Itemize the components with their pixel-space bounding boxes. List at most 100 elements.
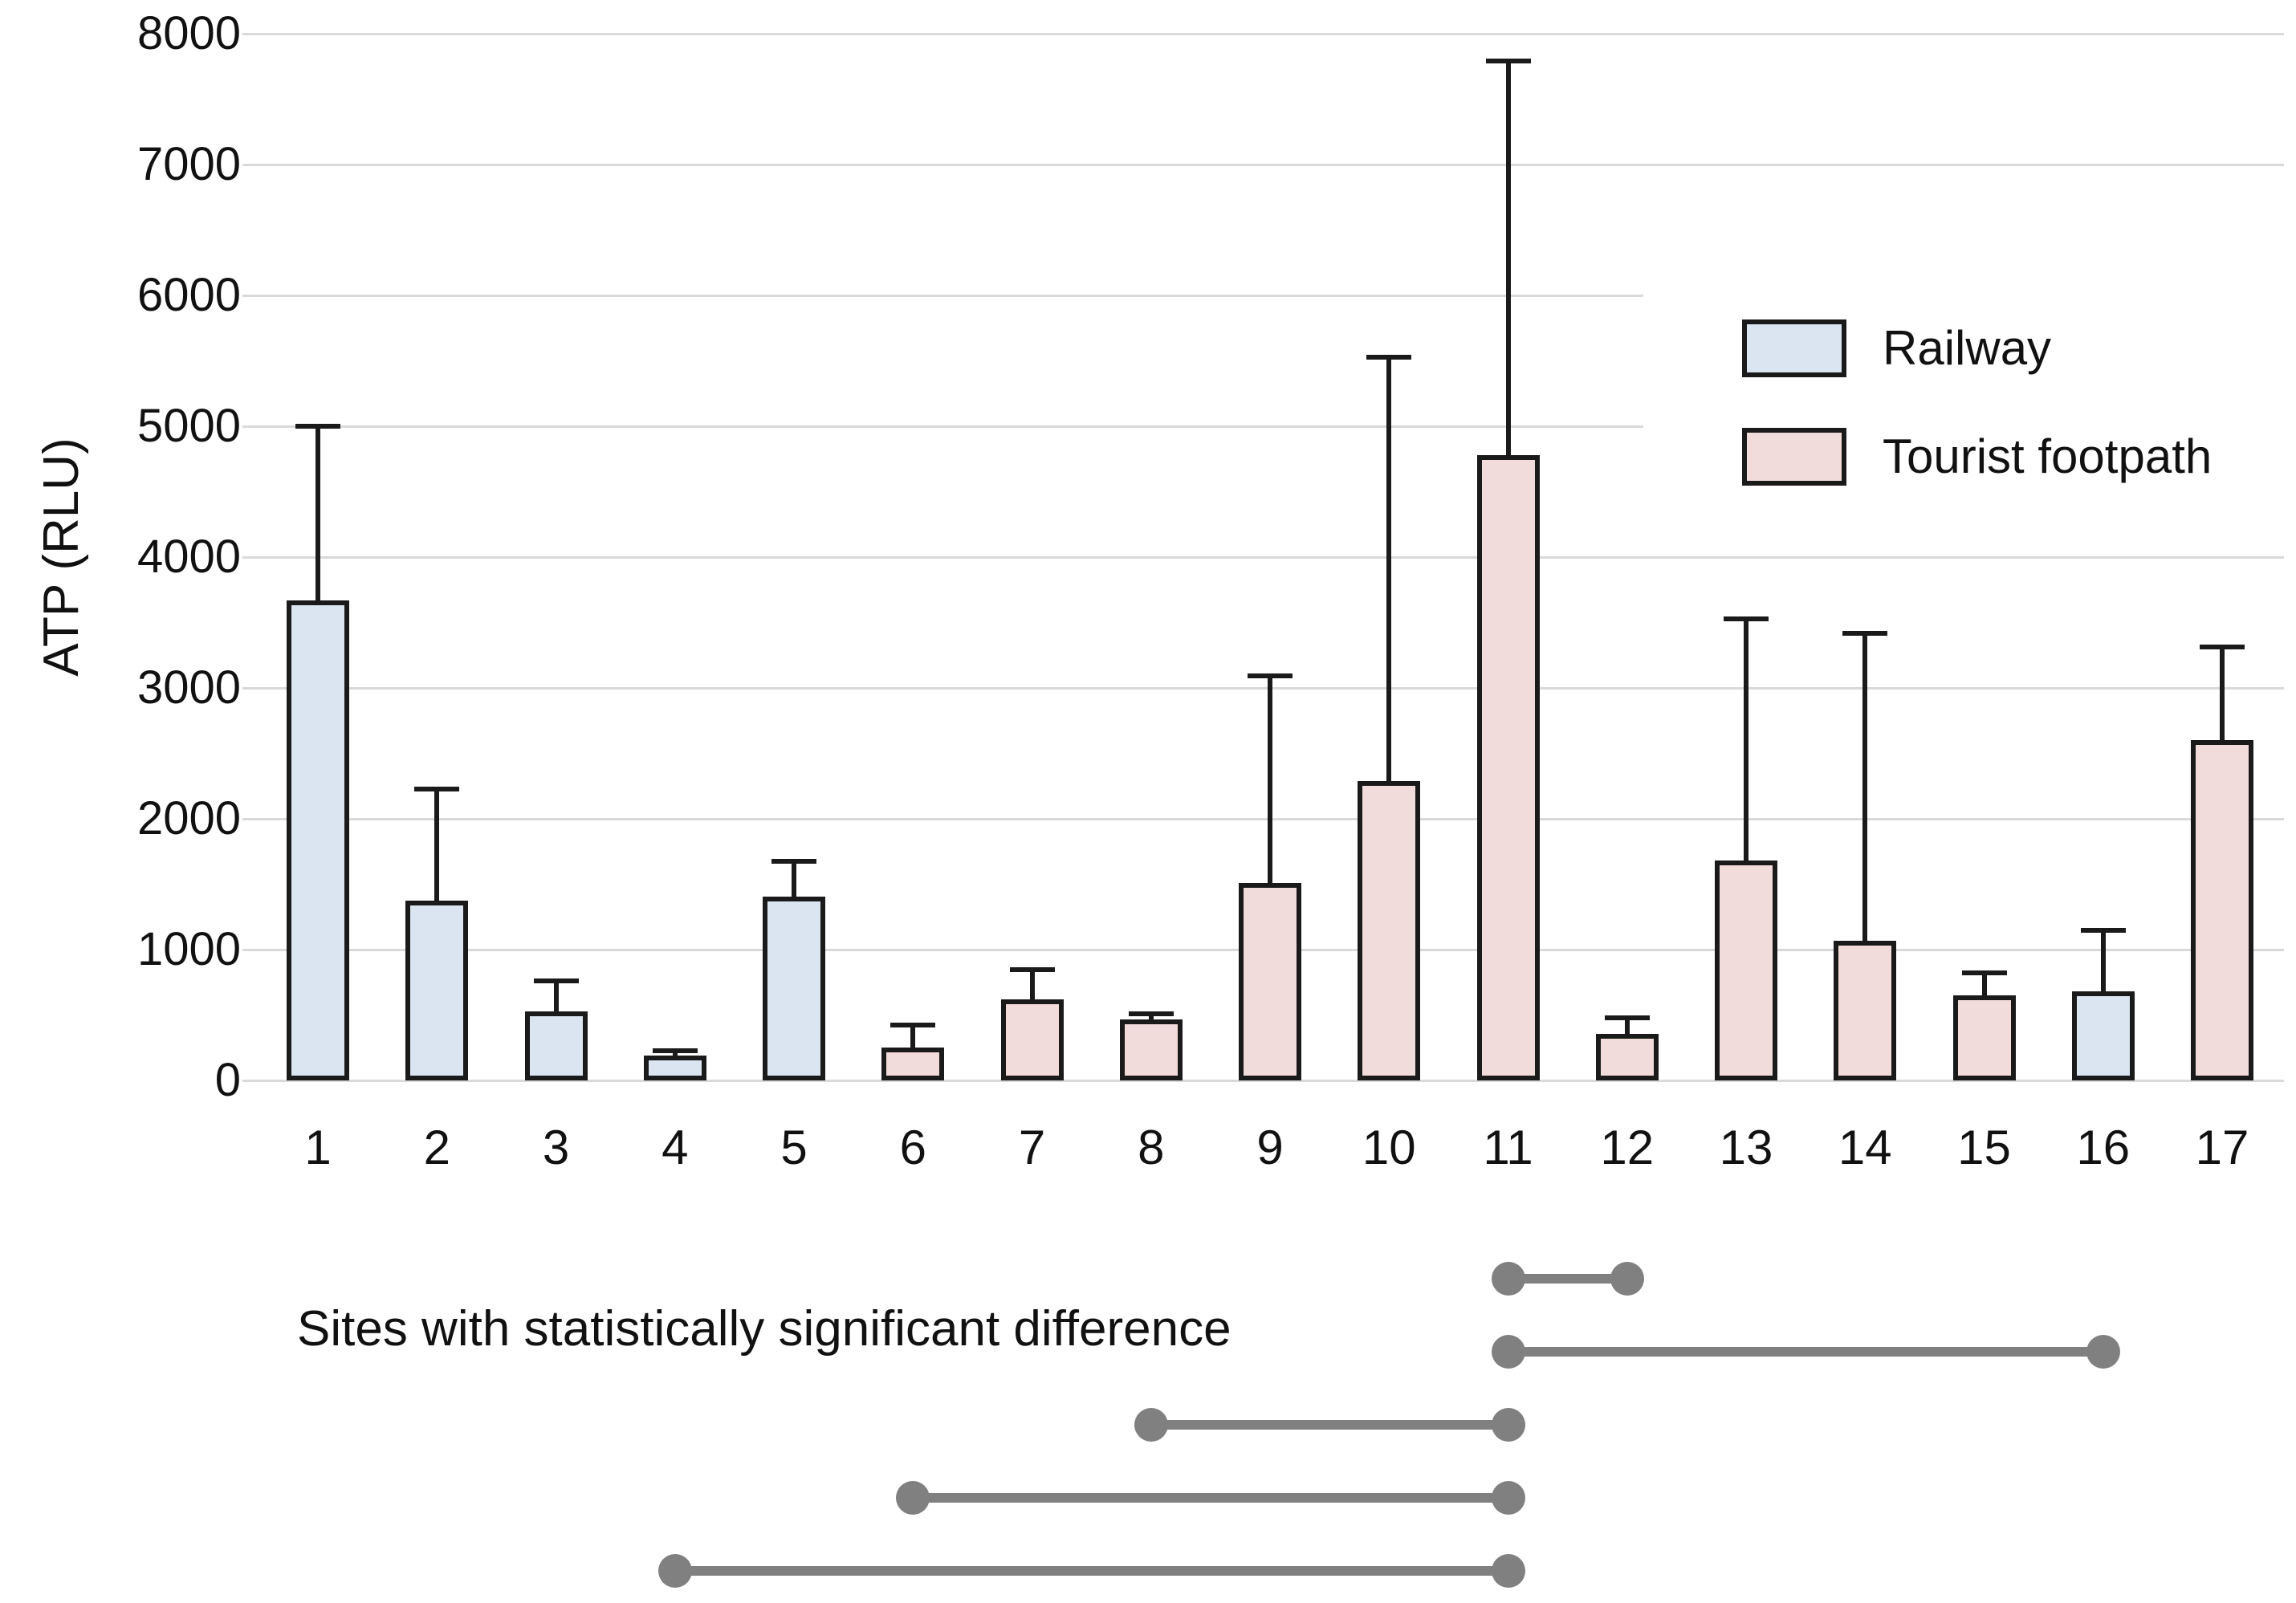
bar-site-5 [763, 896, 825, 1080]
error-bar-site-16 [2100, 930, 2106, 992]
x-label-6: 6 [899, 1121, 926, 1174]
error-bar-site-13 [1744, 618, 1748, 861]
error-bar-cap-site-1 [295, 424, 340, 429]
significance-dot-11 [1491, 1262, 1525, 1296]
gridline-7000 [259, 163, 2284, 166]
error-bar-site-14 [1862, 633, 1868, 941]
significance-dot-6 [896, 1481, 930, 1515]
bar-site-14 [1834, 940, 1897, 1080]
bar-site-1 [287, 600, 349, 1080]
y-tick-label-5000: 5000 [136, 400, 241, 452]
bar-site-8 [1119, 1019, 1183, 1080]
error-bar-site-11 [1505, 61, 1511, 455]
significance-dot-11 [1491, 1481, 1525, 1515]
error-bar-cap-site-15 [1961, 970, 2007, 976]
x-label-9: 9 [1256, 1121, 1284, 1174]
y-tick-label-6000: 6000 [136, 269, 241, 321]
gridline-4000 [259, 555, 2284, 559]
error-bar-cap-site-12 [1604, 1015, 1650, 1020]
bar-site-4 [643, 1056, 706, 1080]
error-bar-cap-site-11 [1485, 59, 1531, 64]
y-tick-label-8000: 8000 [136, 7, 241, 59]
legend-label-tourist-footpath: Tourist footpath [1883, 429, 2213, 483]
significance-dot-16 [2086, 1335, 2120, 1369]
legend-item-tourist-footpath: Tourist footpath [1742, 428, 2212, 486]
y-tick-mark-8000 [242, 32, 259, 35]
error-bar-cap-site-2 [414, 786, 460, 791]
bar-site-15 [1952, 995, 2016, 1080]
bar-site-10 [1358, 780, 1421, 1080]
y-tick-label-0: 0 [214, 1054, 241, 1106]
y-tick-label-1000: 1000 [136, 923, 241, 975]
error-bar-site-3 [553, 981, 559, 1011]
significance-line-11-12 [1508, 1274, 1627, 1284]
error-bar-cap-site-9 [1248, 673, 1293, 679]
x-label-10: 10 [1362, 1121, 1416, 1174]
error-bar-site-7 [1029, 970, 1035, 999]
x-label-7: 7 [1018, 1121, 1046, 1174]
significance-dot-12 [1610, 1262, 1644, 1296]
y-tick-mark-0 [242, 1079, 259, 1082]
bar-site-11 [1476, 454, 1540, 1080]
x-label-11: 11 [1483, 1121, 1533, 1174]
x-label-14: 14 [1838, 1121, 1892, 1174]
error-bar-site-17 [2220, 647, 2225, 741]
x-label-8: 8 [1138, 1121, 1165, 1174]
error-bar-cap-site-14 [1842, 630, 1888, 636]
legend-label-railway: Railway [1883, 321, 2052, 375]
error-bar-cap-site-3 [533, 978, 579, 984]
x-label-5: 5 [780, 1121, 808, 1174]
bar-site-9 [1239, 882, 1301, 1080]
significance-dot-11 [1491, 1335, 1525, 1369]
error-bar-site-10 [1386, 356, 1392, 781]
bar-site-7 [1000, 999, 1064, 1080]
y-tick-label-4000: 4000 [136, 531, 241, 583]
error-bar-cap-site-7 [1009, 967, 1055, 973]
bar-site-13 [1715, 860, 1777, 1080]
x-label-2: 2 [423, 1121, 450, 1174]
legend-swatch-tourist-footpath [1742, 428, 1846, 486]
x-label-4: 4 [662, 1121, 689, 1174]
x-label-12: 12 [1600, 1121, 1655, 1174]
y-tick-label-3000: 3000 [136, 661, 241, 714]
significance-dot-11 [1491, 1554, 1525, 1588]
significance-dot-8 [1134, 1408, 1168, 1442]
y-tick-mark-2000 [242, 817, 259, 820]
error-bar-cap-site-13 [1724, 616, 1769, 621]
error-bar-cap-site-6 [890, 1022, 936, 1027]
error-bar-cap-site-5 [771, 858, 816, 864]
x-label-3: 3 [542, 1121, 570, 1174]
error-bar-site-1 [315, 426, 320, 600]
bar-site-3 [524, 1011, 588, 1080]
error-bar-site-15 [1981, 973, 1987, 996]
error-bar-cap-site-8 [1128, 1011, 1174, 1016]
y-tick-mark-3000 [242, 686, 259, 690]
error-bar-site-4 [672, 1050, 678, 1056]
error-bar-cap-site-10 [1366, 354, 1412, 360]
y-tick-mark-5000 [242, 425, 259, 428]
bar-site-12 [1595, 1034, 1659, 1080]
x-label-16: 16 [2076, 1121, 2131, 1174]
legend-background [1643, 277, 2296, 530]
significance-dot-11 [1491, 1408, 1525, 1442]
significance-caption: Sites with statistically significant dif… [297, 1301, 1231, 1357]
error-bar-site-12 [1624, 1017, 1630, 1035]
y-tick-label-7000: 7000 [136, 138, 241, 190]
legend-item-railway: Railway [1742, 319, 2051, 377]
y-tick-mark-7000 [242, 163, 259, 166]
y-tick-mark-6000 [242, 294, 259, 297]
legend-swatch-railway [1742, 319, 1846, 377]
error-bar-site-6 [910, 1024, 916, 1048]
error-bar-site-5 [792, 860, 796, 897]
gridline-8000 [259, 32, 2284, 35]
gridline-5000 [259, 425, 2284, 428]
x-label-17: 17 [2195, 1121, 2249, 1174]
significance-line-11-16 [1508, 1347, 2103, 1357]
significance-dot-4 [657, 1554, 692, 1588]
bar-site-17 [2191, 740, 2253, 1080]
error-bar-cap-site-17 [2200, 645, 2245, 650]
y-tick-mark-1000 [242, 948, 259, 951]
